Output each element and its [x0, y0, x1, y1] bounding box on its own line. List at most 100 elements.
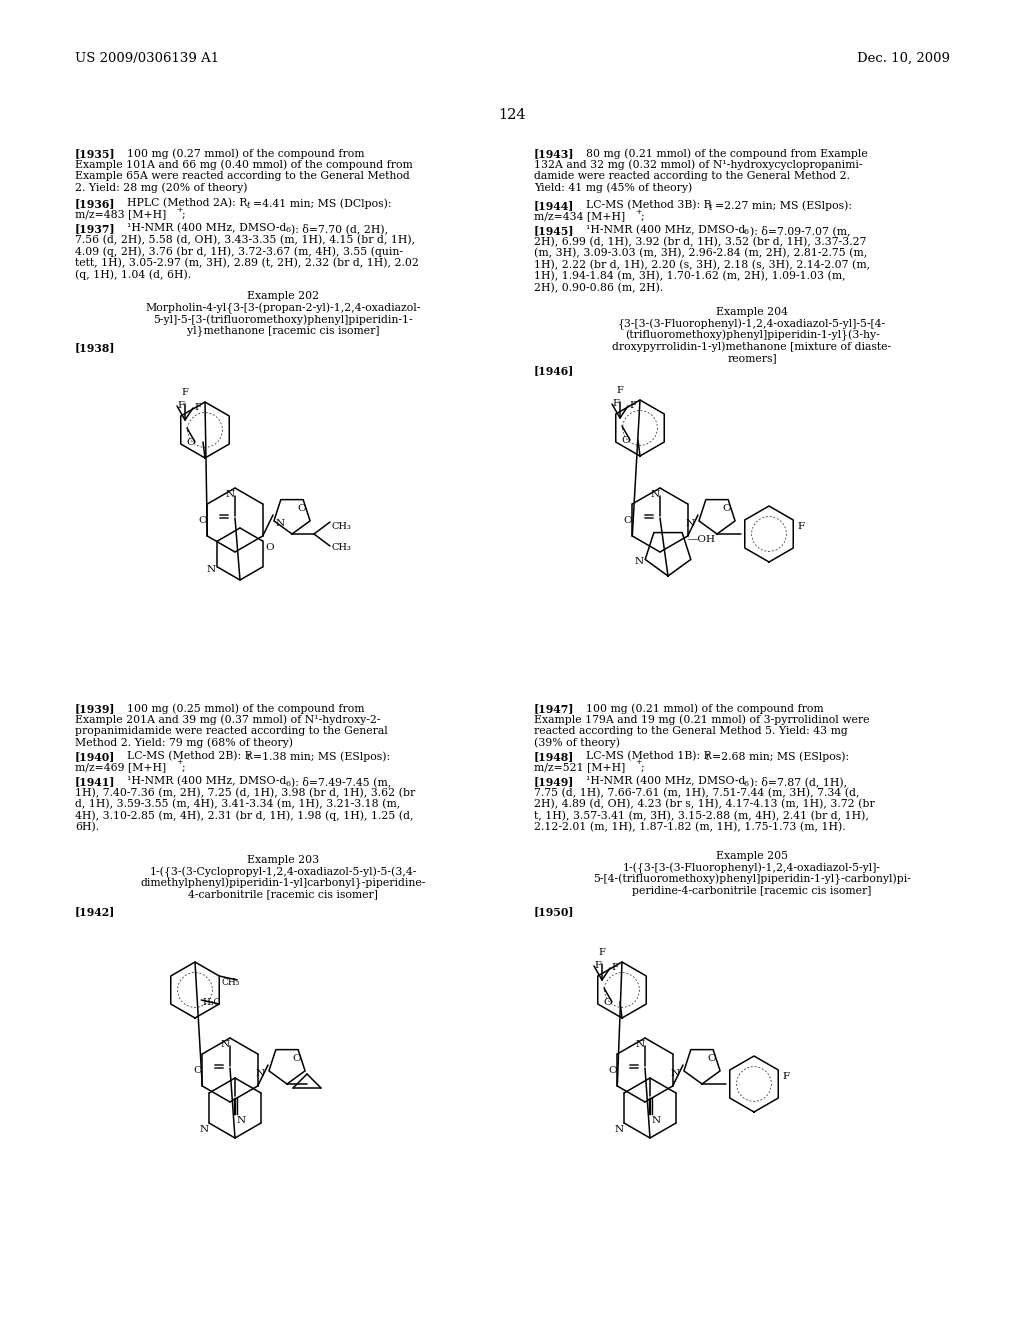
Text: t: t	[247, 201, 251, 210]
Text: 2.12-2.01 (m, 1H), 1.87-1.82 (m, 1H), 1.75-1.73 (m, 1H).: 2.12-2.01 (m, 1H), 1.87-1.82 (m, 1H), 1.…	[534, 822, 846, 833]
Text: ): δ=7.70 (d, 2H),: ): δ=7.70 (d, 2H),	[291, 223, 388, 234]
Text: N: N	[275, 519, 285, 528]
Text: F: F	[177, 401, 184, 411]
Text: F: F	[782, 1072, 790, 1081]
Text: [1941]: [1941]	[75, 776, 116, 787]
Text: (m, 3H), 3.09-3.03 (m, 3H), 2.96-2.84 (m, 2H), 2.81-2.75 (m,: (m, 3H), 3.09-3.03 (m, 3H), 2.96-2.84 (m…	[534, 248, 867, 259]
Text: ;: ;	[641, 211, 645, 222]
Text: =4.41 min; MS (DClpos):: =4.41 min; MS (DClpos):	[253, 198, 391, 209]
Text: 1H), 2.22 (br d, 1H), 2.20 (s, 3H), 2.18 (s, 3H), 2.14-2.07 (m,: 1H), 2.22 (br d, 1H), 2.20 (s, 3H), 2.18…	[534, 260, 870, 269]
Text: N: N	[650, 490, 659, 499]
Text: N: N	[237, 1115, 246, 1125]
Text: LC-MS (Method 2B): R: LC-MS (Method 2B): R	[120, 751, 253, 762]
Text: LC-MS (Method 1B): R: LC-MS (Method 1B): R	[579, 751, 712, 762]
Text: ): δ=7.49-7.45 (m,: ): δ=7.49-7.45 (m,	[291, 776, 391, 787]
Text: 7.75 (d, 1H), 7.66-7.61 (m, 1H), 7.51-7.44 (m, 3H), 7.34 (d,: 7.75 (d, 1H), 7.66-7.61 (m, 1H), 7.51-7.…	[534, 788, 859, 797]
Text: US 2009/0306139 A1: US 2009/0306139 A1	[75, 51, 219, 65]
Text: O: O	[194, 1067, 202, 1074]
Text: =1.38 min; MS (ESlpos):: =1.38 min; MS (ESlpos):	[253, 751, 390, 762]
Text: N: N	[220, 1040, 229, 1049]
Text: reacted according to the General Method 5. Yield: 43 mg: reacted according to the General Method …	[534, 726, 848, 737]
Text: F: F	[629, 401, 636, 411]
Text: [1945]: [1945]	[534, 224, 574, 236]
Text: 132A and 32 mg (0.32 mmol) of N¹-hydroxycyclopropanimi-: 132A and 32 mg (0.32 mmol) of N¹-hydroxy…	[534, 160, 862, 170]
Text: LC-MS (Method 3B): R: LC-MS (Method 3B): R	[579, 201, 712, 210]
Text: Example 204: Example 204	[716, 308, 788, 317]
Text: peridine-4-carbonitrile [racemic cis isomer]: peridine-4-carbonitrile [racemic cis iso…	[632, 886, 871, 895]
Text: reomers]: reomers]	[727, 352, 777, 363]
Text: F: F	[599, 948, 605, 957]
Text: +: +	[635, 207, 641, 215]
Text: O: O	[293, 1053, 301, 1063]
Text: [1939]: [1939]	[75, 704, 116, 714]
Text: 124: 124	[499, 108, 525, 121]
Text: [1946]: [1946]	[534, 366, 574, 376]
Text: N: N	[671, 1069, 680, 1078]
Text: ¹H-NMR (400 MHz, DMSO-d: ¹H-NMR (400 MHz, DMSO-d	[120, 776, 287, 787]
Text: 4.09 (q, 2H), 3.76 (br d, 1H), 3.72-3.67 (m, 4H), 3.55 (quin-: 4.09 (q, 2H), 3.76 (br d, 1H), 3.72-3.67…	[75, 246, 403, 256]
Text: ¹H-NMR (400 MHz, DMSO-d: ¹H-NMR (400 MHz, DMSO-d	[579, 776, 745, 787]
Text: =2.27 min; MS (ESlpos):: =2.27 min; MS (ESlpos):	[715, 201, 852, 211]
Text: Example 201A and 39 mg (0.37 mmol) of N¹-hydroxy-2-: Example 201A and 39 mg (0.37 mmol) of N¹…	[75, 714, 381, 725]
Text: HPLC (Method 2A): R: HPLC (Method 2A): R	[120, 198, 248, 209]
Text: [1948]: [1948]	[534, 751, 574, 762]
Text: CH₃: CH₃	[332, 543, 352, 552]
Text: Morpholin-4-yl{3-[3-(propan-2-yl)-1,2,4-oxadiazol-: Morpholin-4-yl{3-[3-(propan-2-yl)-1,2,4-…	[145, 302, 421, 314]
Text: d, 1H), 3.59-3.55 (m, 4H), 3.41-3.34 (m, 1H), 3.21-3.18 (m,: d, 1H), 3.59-3.55 (m, 4H), 3.41-3.34 (m,…	[75, 799, 400, 809]
Text: 1-({3-[3-(3-Fluorophenyl)-1,2,4-oxadiazol-5-yl]-: 1-({3-[3-(3-Fluorophenyl)-1,2,4-oxadiazo…	[623, 862, 881, 874]
Text: (trifluoromethoxy)phenyl]piperidin-1-yl}(3-hy-: (trifluoromethoxy)phenyl]piperidin-1-yl}…	[625, 330, 880, 342]
Text: 6H).: 6H).	[75, 822, 99, 833]
Text: 2H), 0.90-0.86 (m, 2H).: 2H), 0.90-0.86 (m, 2H).	[534, 282, 664, 293]
Text: Example 101A and 66 mg (0.40 mmol) of the compound from: Example 101A and 66 mg (0.40 mmol) of th…	[75, 160, 413, 170]
Text: 5-yl]-5-[3-(trifluoromethoxy)phenyl]piperidin-1-: 5-yl]-5-[3-(trifluoromethoxy)phenyl]pipe…	[154, 314, 413, 325]
Text: dimethylphenyl)piperidin-1-yl]carbonyl}-piperidine-: dimethylphenyl)piperidin-1-yl]carbonyl}-…	[140, 878, 426, 890]
Text: F: F	[612, 399, 618, 408]
Text: (39% of theory): (39% of theory)	[534, 738, 620, 748]
Text: F: F	[194, 403, 201, 412]
Text: =2.68 min; MS (ESlpos):: =2.68 min; MS (ESlpos):	[712, 751, 849, 762]
Text: t, 1H), 3.57-3.41 (m, 3H), 3.15-2.88 (m, 4H), 2.41 (br d, 1H),: t, 1H), 3.57-3.41 (m, 3H), 3.15-2.88 (m,…	[534, 810, 869, 821]
Text: Example 203: Example 203	[247, 855, 319, 865]
Text: H₃C: H₃C	[203, 998, 221, 1007]
Text: F: F	[616, 385, 624, 395]
Text: O: O	[265, 543, 274, 552]
Text: t: t	[709, 202, 713, 211]
Text: 5-[4-(trifluoromethoxy)phenyl]piperidin-1-yl}-carbonyl)pi-: 5-[4-(trifluoromethoxy)phenyl]piperidin-…	[593, 874, 911, 886]
Text: t: t	[247, 754, 251, 763]
Text: 6: 6	[744, 780, 750, 788]
Text: [1940]: [1940]	[75, 751, 116, 762]
Text: 100 mg (0.27 mmol) of the compound from: 100 mg (0.27 mmol) of the compound from	[120, 148, 365, 158]
Text: O: O	[624, 516, 632, 525]
Text: 1H), 1.94-1.84 (m, 3H), 1.70-1.62 (m, 2H), 1.09-1.03 (m,: 1H), 1.94-1.84 (m, 3H), 1.70-1.62 (m, 2H…	[534, 271, 846, 281]
Text: N: N	[636, 1040, 644, 1049]
Text: Example 202: Example 202	[247, 290, 319, 301]
Text: 100 mg (0.21 mmol) of the compound from: 100 mg (0.21 mmol) of the compound from	[579, 704, 823, 714]
Text: m/z=469 [M+H]: m/z=469 [M+H]	[75, 763, 166, 772]
Text: O: O	[608, 1067, 617, 1074]
Text: (q, 1H), 1.04 (d, 6H).: (q, 1H), 1.04 (d, 6H).	[75, 269, 191, 280]
Text: m/z=521 [M+H]: m/z=521 [M+H]	[534, 763, 626, 772]
Text: F: F	[798, 521, 805, 531]
Text: ;: ;	[641, 763, 645, 772]
Text: —OH: —OH	[687, 535, 715, 544]
Text: CH₃: CH₃	[221, 978, 240, 987]
Text: ): δ=7.87 (d, 1H),: ): δ=7.87 (d, 1H),	[750, 776, 847, 787]
Text: [1936]: [1936]	[75, 198, 116, 209]
Text: 6: 6	[744, 228, 750, 236]
Text: [1944]: [1944]	[534, 201, 574, 211]
Text: O: O	[603, 998, 612, 1007]
Text: 2H), 4.89 (d, OH), 4.23 (br s, 1H), 4.17-4.13 (m, 1H), 3.72 (br: 2H), 4.89 (d, OH), 4.23 (br s, 1H), 4.17…	[534, 799, 874, 809]
Text: 2H), 6.99 (d, 1H), 3.92 (br d, 1H), 3.52 (br d, 1H), 3.37-3.27: 2H), 6.99 (d, 1H), 3.92 (br d, 1H), 3.52…	[534, 236, 866, 247]
Text: propanimidamide were reacted according to the General: propanimidamide were reacted according t…	[75, 726, 388, 737]
Text: CH₃: CH₃	[332, 521, 352, 531]
Text: Example 179A and 19 mg (0.21 mmol) of 3-pyrrolidinol were: Example 179A and 19 mg (0.21 mmol) of 3-…	[534, 714, 869, 725]
Text: +: +	[635, 759, 641, 767]
Text: 1H), 7.40-7.36 (m, 2H), 7.25 (d, 1H), 3.98 (br d, 1H), 3.62 (br: 1H), 7.40-7.36 (m, 2H), 7.25 (d, 1H), 3.…	[75, 788, 416, 797]
Text: [1938]: [1938]	[75, 342, 116, 352]
Text: [1950]: [1950]	[534, 906, 574, 917]
Text: N: N	[635, 557, 644, 566]
Text: [1949]: [1949]	[534, 776, 574, 787]
Text: ¹H-NMR (400 MHz, DMSO-d: ¹H-NMR (400 MHz, DMSO-d	[120, 223, 287, 234]
Text: {3-[3-(3-Fluorophenyl)-1,2,4-oxadiazol-5-yl]-5-[4-: {3-[3-(3-Fluorophenyl)-1,2,4-oxadiazol-5…	[617, 318, 886, 330]
Text: 80 mg (0.21 mmol) of the compound from Example: 80 mg (0.21 mmol) of the compound from E…	[579, 148, 867, 158]
